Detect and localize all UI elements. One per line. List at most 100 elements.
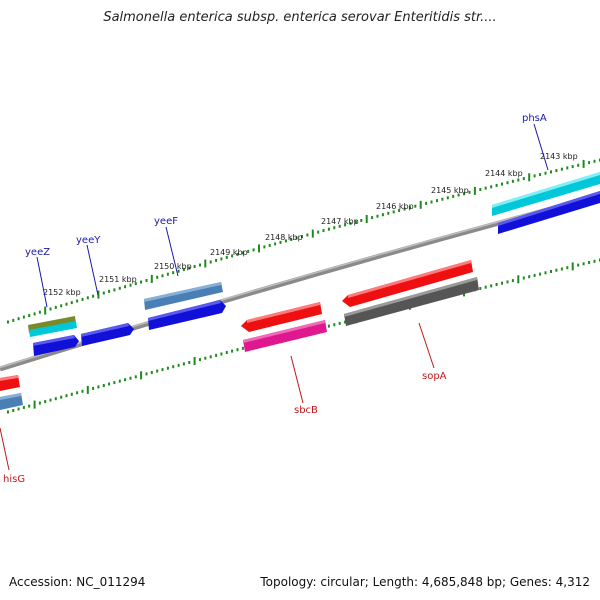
minor-tick [118, 379, 121, 383]
minor-tick [490, 284, 493, 288]
minor-tick [22, 406, 25, 409]
gene-feature[interactable] [498, 191, 600, 226]
minor-tick [81, 389, 84, 393]
genome-stats-text: Topology: circular; Length: 4,685,848 bp… [260, 575, 590, 589]
minor-tick [172, 365, 175, 369]
gene-feature[interactable] [33, 335, 75, 346]
major-tick [517, 275, 520, 284]
gene-label-phsA[interactable]: phsA [522, 113, 547, 124]
minor-tick [360, 219, 363, 222]
map-title: Salmonella enterica subsp. enterica sero… [103, 10, 497, 25]
minor-tick [295, 236, 298, 240]
minor-tick [76, 299, 79, 303]
minor-tick [511, 179, 514, 183]
minor-tick [376, 214, 379, 218]
outer-tick-ring [7, 158, 600, 324]
gene-feature[interactable] [348, 260, 471, 298]
minor-tick [452, 194, 455, 198]
major-tick [528, 173, 531, 182]
minor-tick [479, 188, 482, 191]
gene-feature[interactable] [148, 300, 226, 330]
minor-tick [539, 272, 542, 276]
minor-tick [588, 261, 591, 264]
gene-label-sbcB[interactable]: sbcB [294, 405, 318, 416]
gene-feature[interactable] [492, 172, 600, 208]
major-tick [33, 400, 36, 409]
major-tick [582, 159, 585, 168]
minor-tick [354, 220, 357, 224]
gene-label-sopA[interactable]: sopA [422, 371, 447, 382]
gene-feature[interactable] [81, 323, 129, 337]
gene-feature[interactable] [0, 393, 21, 400]
minor-tick [225, 255, 228, 259]
minor-tick [108, 382, 111, 386]
minor-tick [113, 381, 116, 385]
minor-tick [182, 268, 185, 272]
minor-tick [333, 323, 336, 327]
minor-tick [301, 235, 303, 238]
minor-tick [97, 385, 100, 389]
minor-tick [279, 240, 282, 244]
minor-tick [38, 310, 41, 314]
minor-tick [129, 376, 132, 380]
gene-label-hisG[interactable]: hisG [3, 474, 25, 485]
minor-tick [241, 251, 244, 255]
minor-tick [215, 258, 218, 262]
minor-tick [550, 270, 552, 273]
minor-tick [263, 245, 266, 249]
gene-feature[interactable] [144, 282, 223, 310]
reverse-features [0, 260, 479, 410]
gene-feature[interactable] [0, 375, 18, 381]
minor-tick [338, 321, 341, 325]
minor-tick [231, 349, 234, 353]
gene-label-yeeF[interactable]: yeeF [154, 216, 178, 227]
minor-tick [65, 302, 68, 306]
minor-tick [425, 201, 428, 205]
gene-label-yeeZ[interactable]: yeeZ [25, 247, 50, 258]
minor-tick [54, 397, 57, 401]
gene-feature[interactable] [81, 323, 134, 346]
scale-label: 2150 kbp [154, 262, 192, 271]
minor-tick [593, 259, 596, 263]
minor-tick [306, 233, 309, 237]
minor-tick [555, 169, 558, 173]
minor-tick [236, 348, 239, 352]
gene-feature[interactable] [33, 335, 79, 356]
minor-tick [463, 192, 465, 196]
minor-tick [145, 279, 148, 282]
minor-tick [247, 249, 250, 253]
minor-tick [49, 398, 52, 402]
minor-tick [209, 355, 212, 359]
minor-tick [70, 301, 73, 305]
gene-feature[interactable] [243, 320, 325, 343]
gene-feature[interactable] [243, 320, 327, 352]
minor-tick [7, 320, 9, 324]
gene-feature[interactable] [144, 282, 221, 302]
minor-tick [38, 401, 41, 405]
gene-feature[interactable] [344, 277, 479, 326]
minor-tick [166, 272, 169, 276]
minor-tick [28, 314, 31, 317]
minor-tick [414, 204, 417, 208]
minor-tick [566, 266, 569, 270]
minor-tick [566, 166, 569, 170]
minor-tick [387, 211, 390, 215]
minor-tick [588, 161, 591, 165]
gene-label-yeeY[interactable]: yeeY [76, 235, 101, 246]
minor-tick [371, 216, 374, 220]
gene-feature[interactable] [344, 277, 477, 317]
minor-tick [140, 280, 143, 284]
minor-tick [408, 206, 411, 210]
major-tick [150, 274, 153, 283]
minor-tick [193, 265, 196, 268]
minor-tick [22, 315, 25, 319]
minor-tick [381, 213, 384, 217]
minor-tick [495, 183, 498, 187]
minor-tick [506, 280, 509, 284]
minor-tick [124, 285, 127, 289]
gene-feature[interactable] [148, 300, 221, 321]
minor-tick [284, 239, 287, 243]
gene-feature[interactable] [29, 321, 77, 337]
gene-feature[interactable] [247, 302, 320, 323]
